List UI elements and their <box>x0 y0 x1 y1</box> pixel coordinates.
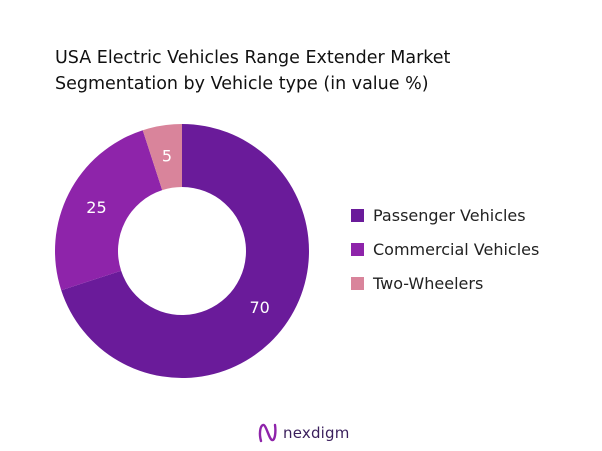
legend-item-passenger-vehicles: Passenger Vehicles <box>351 198 539 232</box>
legend-item-commercial-vehicles: Commercial Vehicles <box>351 232 539 266</box>
donut-slice-commercial-vehicles <box>54 130 163 291</box>
legend-swatch-two-wheelers <box>351 276 364 290</box>
chart-title-line-1: USA Electric Vehicles Range Extender Mar… <box>55 48 451 68</box>
legend-swatch-commercial-vehicles <box>351 242 364 256</box>
chart-title: USA Electric Vehicles Range Extender Mar… <box>55 45 575 97</box>
brand-name: nexdigm <box>283 424 350 442</box>
donut-slice-labels: 70 25 5 <box>86 147 270 317</box>
brand-footer: nexdigm <box>258 422 350 444</box>
slice-label-commercial-vehicles: 25 <box>86 198 106 217</box>
chart-title-line-2: Segmentation by Vehicle type (in value %… <box>55 74 429 94</box>
legend-label-two-wheelers: Two-Wheelers <box>373 273 484 293</box>
donut-slice-two-wheelers <box>142 124 182 191</box>
chart-legend: Passenger Vehicles Commercial Vehicles T… <box>351 198 539 300</box>
legend-label-passenger-vehicles: Passenger Vehicles <box>373 205 526 225</box>
legend-item-two-wheelers: Two-Wheelers <box>351 266 539 300</box>
slice-label-two-wheelers: 5 <box>162 147 172 166</box>
donut-slice-passenger-vehicles <box>61 124 310 378</box>
legend-swatch-passenger-vehicles <box>351 208 364 222</box>
slice-label-passenger-vehicles: 70 <box>249 298 269 317</box>
donut-slices <box>54 124 310 378</box>
legend-label-commercial-vehicles: Commercial Vehicles <box>373 239 540 259</box>
nexdigm-logo-icon <box>258 423 277 443</box>
